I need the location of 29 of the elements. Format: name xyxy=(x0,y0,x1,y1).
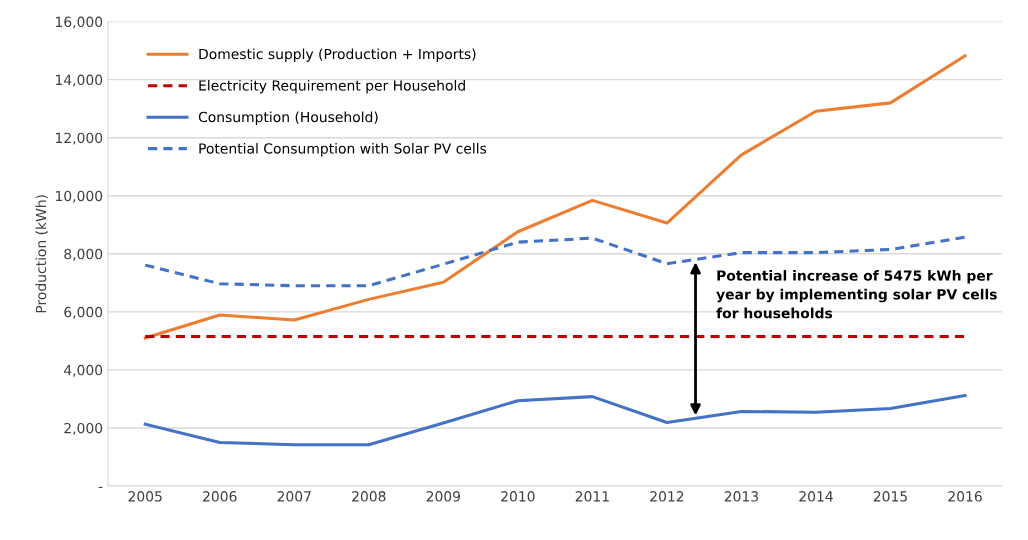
x-tick-label: 2009 xyxy=(426,491,461,502)
x-tick-label: 2008 xyxy=(352,491,386,502)
x-tick-label: 2010 xyxy=(501,491,535,502)
y-tick-label: 6,000 xyxy=(64,306,103,319)
y-tick-label: 14,000 xyxy=(56,74,103,87)
legend-label: Potential Consumption with Solar PV cells xyxy=(199,142,487,157)
legend-label: Domestic supply (Production + Imports) xyxy=(199,48,476,62)
y-tick-label: - xyxy=(98,486,103,489)
legend-label: Electricity Requirement per Household xyxy=(199,79,465,94)
x-tick-label: 2013 xyxy=(724,491,758,502)
y-tick-label: 8,000 xyxy=(64,248,103,261)
x-tick-label: 2016 xyxy=(948,491,982,502)
y-axis-title: Production (kWh) xyxy=(35,195,48,313)
annotation: Potential increase of 5475 kWh per year by implementing solar PV cells for households xyxy=(716,270,997,319)
x-tick-label: 2011 xyxy=(575,491,609,502)
y-tick-label: 10,000 xyxy=(56,190,103,203)
y-tick-label: 12,000 xyxy=(56,132,103,145)
x-tick-label: 2006 xyxy=(203,491,237,502)
x-tick-label: 2014 xyxy=(799,491,833,502)
x-tick-label: 2012 xyxy=(650,491,684,502)
x-tick-label: 2015 xyxy=(873,491,907,502)
y-tick-label: 4,000 xyxy=(64,364,103,377)
legend-label: Consumption (Household) xyxy=(198,111,378,125)
y-tick-label: 16,000 xyxy=(56,16,103,29)
y-tick-label: 2,000 xyxy=(64,422,103,435)
x-tick-label: 2005 xyxy=(128,491,162,502)
line-series xyxy=(143,235,967,288)
line-series xyxy=(143,393,967,447)
x-tick-label: 2007 xyxy=(277,491,311,502)
